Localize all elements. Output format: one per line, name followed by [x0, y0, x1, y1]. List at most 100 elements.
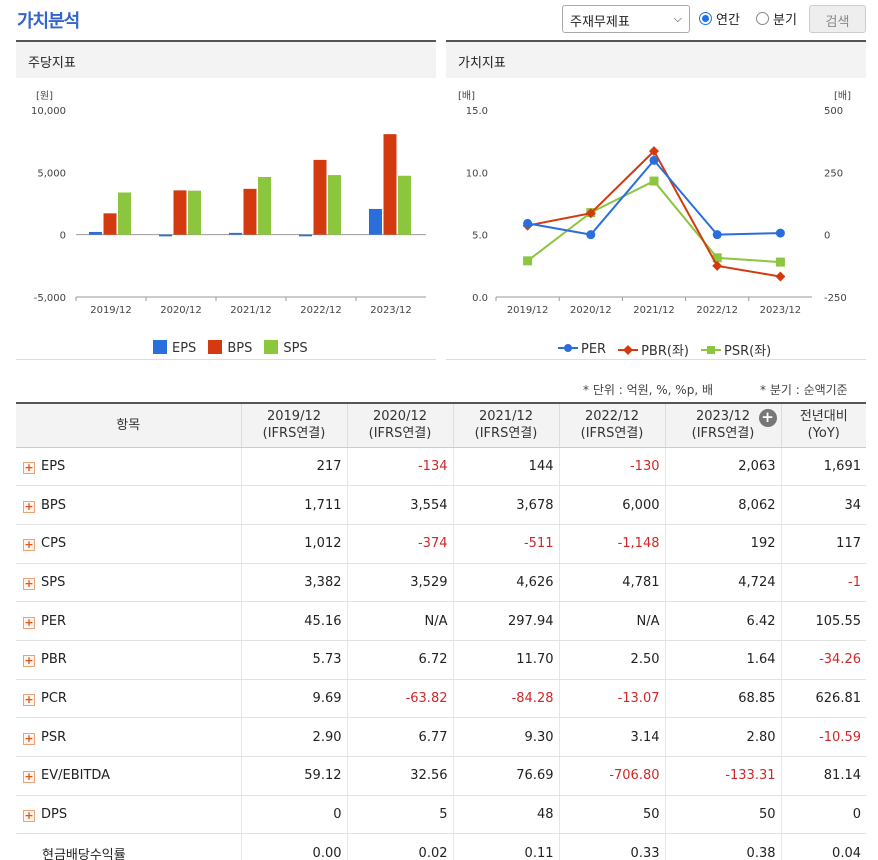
row-label-cell: 현금배당수익률 [16, 833, 241, 860]
radio-annual[interactable]: 연간 [699, 9, 740, 28]
bar-eps [299, 234, 312, 237]
expand-plus-icon[interactable]: + [23, 615, 35, 629]
expand-plus-icon[interactable]: + [23, 576, 35, 590]
pbr-point [712, 260, 723, 271]
value-cell: -84.28 [452, 679, 559, 719]
header-col-3: 2021/12 (IFRS연결) [452, 402, 559, 448]
header-label: 2022/12 [584, 409, 639, 425]
table-row: + CPS 1,012 -374 -511 -1,148 192 117 [16, 524, 866, 564]
value-cell: 3,382 [240, 563, 347, 603]
value-cell: -134 [346, 447, 453, 487]
x-tick-label: 2021/12 [633, 305, 675, 316]
y-tick-label: -5,000 [34, 293, 66, 304]
table-row: + PCR 9.69 -63.82 -84.28 -13.07 68.85 626.81 [16, 679, 866, 719]
value-cell: 2,063 [664, 447, 781, 487]
radio-unselected-icon [756, 12, 769, 25]
header-label: 2019/12 [266, 409, 321, 425]
radio-quarter[interactable]: 분기 [756, 9, 797, 28]
header-sublabel: (IFRS연결) [262, 426, 326, 442]
legend-per-marker [558, 344, 578, 352]
value-cell: 4,626 [452, 563, 559, 603]
per-point [586, 230, 596, 240]
right-axis-unit-label: [배] [834, 90, 851, 102]
row-label-cell[interactable]: + CPS [16, 524, 241, 564]
value-cell: 81.14 [780, 756, 866, 796]
left-tick-label: 10.0 [466, 168, 488, 179]
value-cell: -1 [780, 563, 866, 603]
value-cell: 2.80 [664, 717, 781, 757]
page-title: 가치분석 [17, 11, 80, 32]
value-cell: 1,691 [780, 447, 866, 487]
per-point [523, 218, 533, 228]
row-label-cell[interactable]: + PBR [16, 640, 241, 680]
bar-eps [369, 208, 382, 235]
row-label: SPS [41, 574, 66, 590]
expand-plus-icon[interactable]: + [23, 499, 35, 513]
value-chart-panel: [배] [배] 15.0 10.0 5.0 0.0 500 250 0 -250 2019/12 20… [446, 78, 866, 360]
legend-sps-swatch [264, 340, 279, 354]
pbr-point [775, 271, 786, 282]
row-label-cell[interactable]: + PSR [16, 717, 241, 757]
x-tick-label: 2023/12 [760, 305, 802, 316]
expand-plus-icon[interactable]: + [23, 809, 35, 823]
legend-bps-swatch [208, 340, 223, 354]
value-cell: 144 [452, 447, 559, 487]
legend-sps-label: SPS [283, 341, 308, 356]
x-tick-label: 2021/12 [230, 305, 272, 316]
value-cell: 1.64 [664, 640, 781, 680]
header-label: 2021/12 [478, 409, 533, 425]
value-cell: 0.00 [240, 833, 347, 860]
psr-point [649, 176, 659, 186]
value-cell: N/A [346, 601, 453, 641]
value-cell: 1,012 [240, 524, 347, 564]
expand-plus-icon[interactable]: + [23, 460, 35, 474]
x-tick-label: 2023/12 [370, 305, 412, 316]
row-label-cell[interactable]: + EV/EBITDA [16, 756, 241, 796]
value-cell: 0.11 [452, 833, 559, 860]
left-tick-label: 5.0 [472, 231, 488, 242]
value-cell: -511 [452, 524, 559, 564]
x-tick-label: 2020/12 [570, 305, 612, 316]
search-button[interactable]: 검색 [809, 5, 866, 33]
left-axis-unit-label: [배] [458, 90, 475, 102]
report-type-select[interactable]: 주재무제표 ⌵ [562, 5, 690, 33]
row-label-cell[interactable]: + PCR [16, 679, 241, 719]
value-cell: 6.72 [346, 640, 453, 680]
x-tick-label: 2020/12 [160, 305, 202, 316]
value-cell: 9.30 [452, 717, 559, 757]
value-cell: 32.56 [346, 756, 453, 796]
row-label: BPS [41, 497, 67, 513]
series-line-pbr [527, 149, 781, 278]
row-label-cell[interactable]: + SPS [16, 563, 241, 603]
row-label-cell[interactable]: + BPS [16, 485, 241, 525]
header-col-4: 2022/12 (IFRS연결) [558, 402, 665, 448]
expand-plus-icon[interactable]: + [23, 538, 35, 552]
value-cell: -34.26 [780, 640, 866, 680]
expand-plus-icon[interactable]: + [23, 692, 35, 706]
unit-note: * 단위 : 억원, %, %p, 배 [583, 383, 713, 397]
row-label: PER [41, 613, 67, 629]
table-row: + DPS 0 5 48 50 50 0 [16, 795, 866, 835]
row-label-cell[interactable]: + PER [16, 601, 241, 641]
value-cell: -63.82 [346, 679, 453, 719]
table-row: 현금배당수익률 0.00 0.02 0.11 0.33 0.38 0.04 [16, 833, 866, 860]
row-label-cell[interactable]: + DPS [16, 795, 241, 835]
value-cell: 0 [240, 795, 347, 835]
row-label-cell[interactable]: + EPS [16, 447, 241, 487]
header-col-6: 전년대비 (YoY) [780, 402, 866, 448]
value-line-chart: [배] [배] 15.0 10.0 5.0 0.0 500 250 0 -250 2019/12 20… [458, 90, 851, 316]
radio-annual-label: 연간 [716, 13, 740, 28]
table-row: + EPS 217 -134 144 -130 2,063 1,691 [16, 447, 866, 487]
legend-eps-label: EPS [172, 341, 197, 356]
add-column-icon[interactable]: + [758, 409, 777, 427]
header-col-2: 2020/12 (IFRS연결) [346, 402, 453, 448]
per-share-panel-title: 주당지표 [16, 40, 436, 78]
expand-plus-icon[interactable]: + [23, 654, 35, 668]
x-tick-label: 2019/12 [90, 305, 132, 316]
value-cell: 34 [780, 485, 866, 525]
expand-plus-icon[interactable]: + [23, 770, 35, 784]
bar-chart-legend: EPS BPS SPS [153, 340, 308, 356]
header-sublabel: (YoY) [807, 426, 840, 442]
value-cell: 0.04 [780, 833, 866, 860]
expand-plus-icon[interactable]: + [23, 731, 35, 745]
